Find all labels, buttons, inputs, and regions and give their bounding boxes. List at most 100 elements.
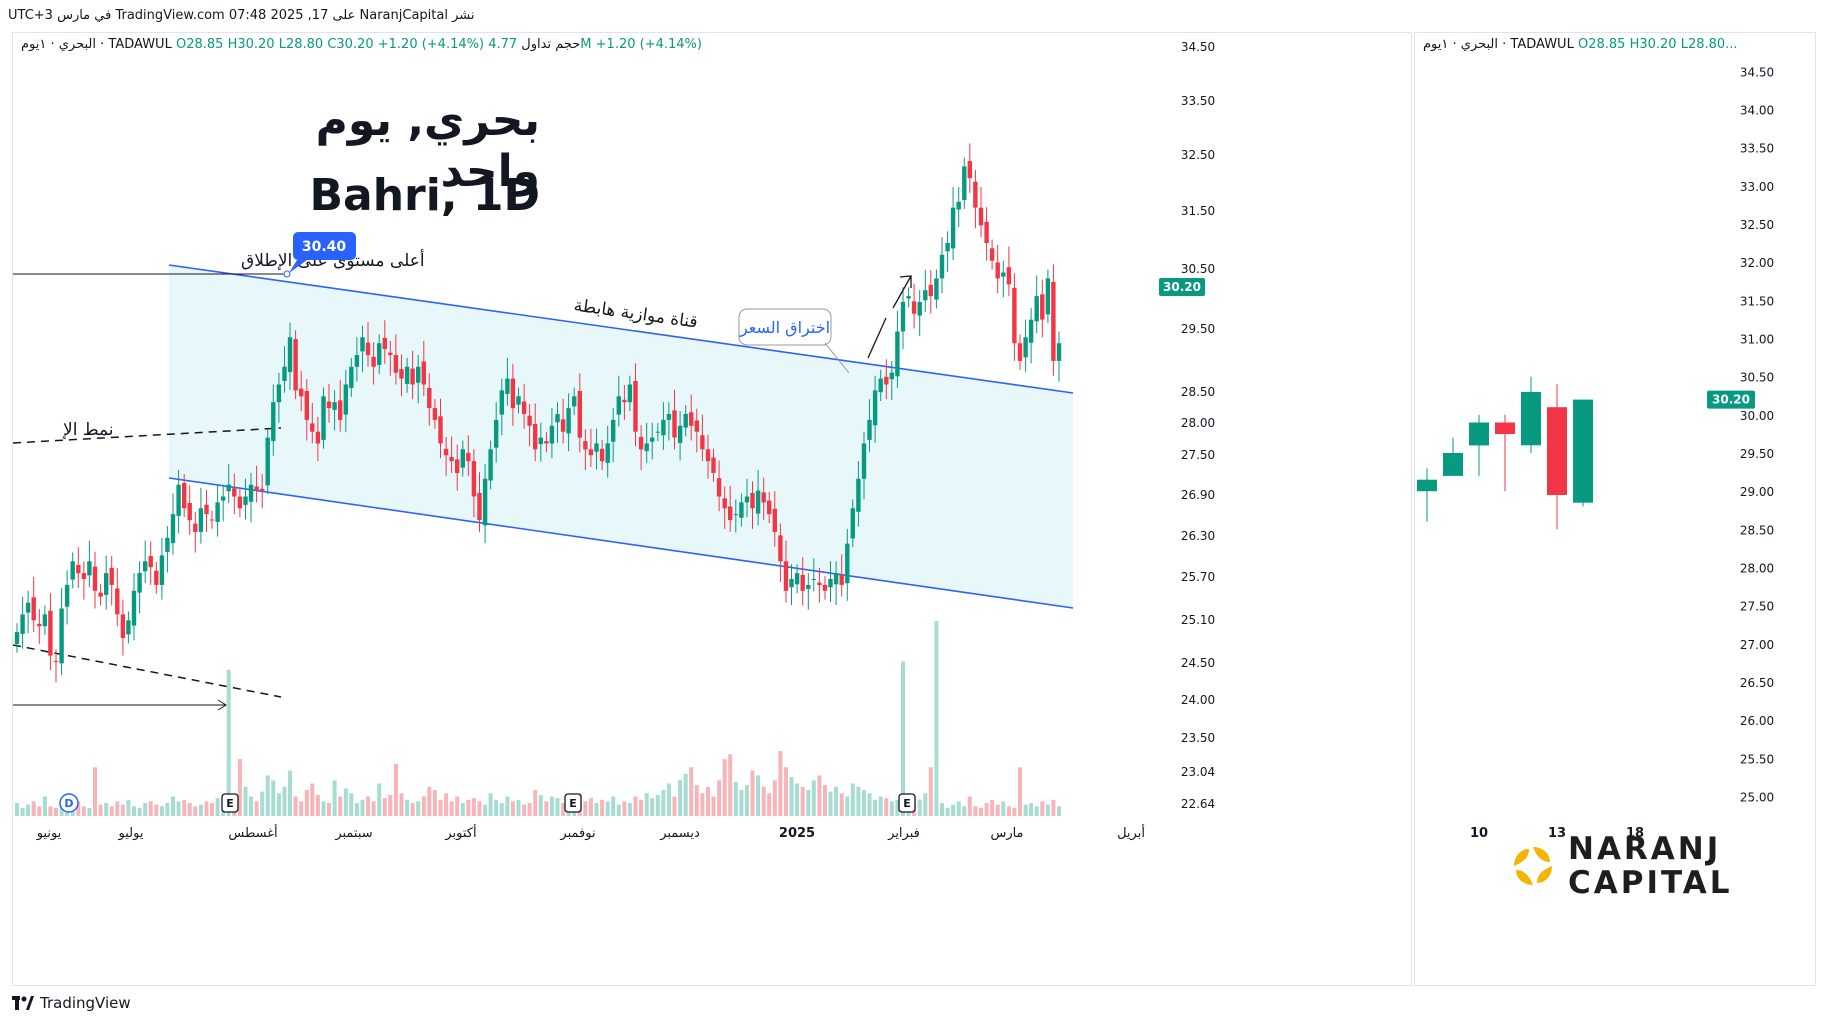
side-chart-pane[interactable]: 34.50 34.00 33.50 33.00 32.50 32.00 31.50 31.00… — [1414, 32, 1816, 986]
candle-body — [143, 561, 148, 572]
side-legend-symbol: البحري · ١يوم · TADAWUL — [1423, 37, 1574, 52]
side-chart-svg[interactable]: 34.50 34.00 33.50 33.00 32.50 32.00 31.50 31.00… — [1415, 33, 1815, 985]
candle-body — [555, 414, 560, 423]
volume-bar — [895, 799, 900, 817]
volume-bar — [1018, 767, 1022, 817]
legend-open: O28.85 — [175, 37, 224, 52]
volume-bar — [616, 804, 621, 816]
candle-body — [1001, 272, 1006, 277]
candle-body — [293, 339, 298, 391]
volume-bar — [527, 803, 532, 816]
y-tick-label: 33.50 — [1181, 94, 1215, 108]
candle-body — [471, 461, 477, 497]
volume-bar — [967, 796, 972, 816]
candle-body — [494, 419, 499, 448]
candle-body — [354, 355, 360, 367]
volume-bar — [538, 794, 543, 816]
y-tick-label: 26.90 — [1181, 488, 1215, 502]
legend-high: H30.20 — [227, 37, 275, 52]
breakout-label: اختراق السعر — [739, 318, 830, 338]
candle-body — [343, 384, 348, 415]
candle-body — [25, 602, 31, 613]
volume-bar — [928, 767, 933, 817]
candle-body — [778, 535, 783, 562]
candle-body — [404, 366, 410, 384]
volume-bar — [483, 804, 488, 816]
tradingview-footer[interactable]: TradingView — [12, 994, 131, 1012]
candle-body — [299, 388, 304, 397]
x-tick-label: أبريل — [1117, 824, 1145, 841]
candle-body — [811, 579, 816, 580]
candle-body — [53, 660, 59, 662]
last-price-tag — [1159, 278, 1205, 296]
volume-bar — [544, 801, 549, 816]
candle-body — [867, 419, 872, 440]
volume-bar — [711, 796, 716, 816]
volume-bar — [421, 796, 426, 816]
volume-bar — [388, 794, 393, 816]
candle-body — [393, 355, 399, 373]
side-last-price-value: 30.20 — [1712, 393, 1750, 407]
volume-bar — [750, 770, 755, 816]
channel-lower-line — [168, 477, 1074, 609]
y-tick-label: 32.50 — [1181, 148, 1215, 162]
y-tick-label: 26.30 — [1181, 529, 1215, 543]
volume-bar — [1001, 801, 1006, 816]
candle-body — [722, 498, 727, 509]
volume-bar — [37, 806, 42, 817]
candle-body — [198, 508, 204, 532]
main-chart-pane[interactable]: أعلى مستوى على الإطلاق 30.40 قناة موازية ه… — [12, 32, 1412, 986]
candle-body — [1040, 294, 1045, 320]
candle-body — [950, 207, 956, 249]
side-x-tick-label: 18 — [1626, 826, 1644, 841]
volume-bar — [299, 801, 304, 816]
volume-bar — [159, 806, 164, 817]
y-tick-label: 29.50 — [1181, 322, 1215, 336]
volume-bar — [962, 806, 967, 817]
side-candle-body — [1547, 407, 1567, 495]
pattern-arrow-head — [217, 699, 227, 711]
candle-body — [761, 492, 766, 503]
volume-bar — [48, 806, 53, 817]
candle-body — [611, 419, 616, 442]
candle-body — [650, 437, 655, 442]
candle-body — [271, 402, 276, 442]
candle-body — [187, 503, 192, 521]
y-tick-label: 27.50 — [1181, 448, 1215, 462]
candle-body — [48, 610, 53, 656]
volume-bar — [271, 780, 276, 817]
volume-bar — [979, 807, 983, 816]
volume-bar — [505, 796, 510, 816]
candle-body — [510, 378, 516, 409]
candle-body — [794, 573, 800, 585]
volume-bar — [510, 801, 515, 816]
volume-bar — [366, 796, 370, 816]
volume-bar — [15, 803, 19, 816]
candle-body — [845, 543, 850, 584]
candle-body — [315, 431, 321, 444]
volume-bar — [432, 790, 437, 816]
volume-bar — [76, 801, 81, 816]
candle-body — [1034, 296, 1039, 322]
x-tick-label: يوليو — [118, 826, 144, 841]
side-legend-low: L28.80... — [1680, 37, 1738, 52]
earnings-badge: E — [226, 797, 234, 810]
ipo-high-callout-tail — [289, 260, 307, 273]
candle-body — [806, 584, 811, 589]
candle-body — [544, 441, 549, 444]
volume-bar — [533, 790, 538, 816]
volume-bar — [182, 799, 187, 817]
side-y-tick-label: 30.50 — [1740, 371, 1774, 385]
candle-body — [421, 361, 426, 385]
candle-body — [388, 352, 393, 356]
candle-body — [945, 243, 950, 252]
candle-body — [622, 399, 627, 403]
side-legend: البحري · ١يوم · TADAWUL O28.85 H30.20 L2… — [1423, 37, 1738, 52]
candle-body — [115, 588, 120, 615]
volume-bar — [655, 794, 660, 816]
volume-bar — [455, 796, 460, 816]
side-candle-body — [1495, 422, 1515, 434]
candle-body — [477, 493, 482, 521]
volume-bar — [315, 794, 320, 816]
